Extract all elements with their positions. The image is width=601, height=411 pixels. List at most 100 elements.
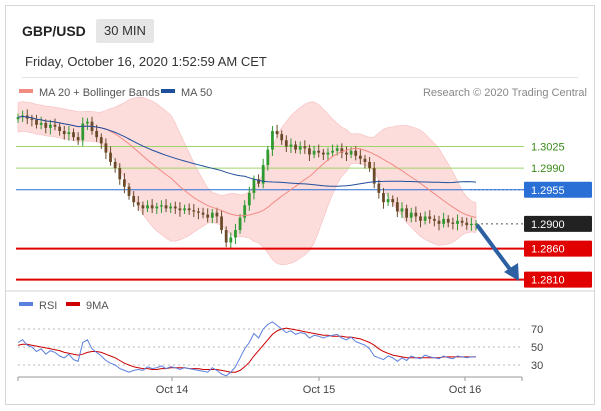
candle (35, 114, 38, 129)
candle (271, 126, 274, 157)
candle (465, 217, 469, 230)
candle-body (372, 168, 376, 184)
candle (220, 210, 223, 234)
candle-body (308, 148, 311, 155)
candle-body (340, 148, 344, 153)
candle (44, 119, 48, 134)
candle-body (391, 199, 395, 203)
timeframe-badge[interactable]: 30 MIN (96, 19, 154, 43)
candle-body (442, 218, 446, 224)
candle (321, 148, 325, 161)
candle (30, 114, 34, 127)
price-label-1.2810: 1.2810 (524, 271, 592, 288)
ma9-legend-swatch (66, 302, 80, 306)
candle-body (58, 126, 62, 131)
candle (136, 196, 140, 211)
candle-body (382, 192, 385, 203)
candle (183, 204, 186, 214)
candle (178, 202, 182, 217)
candle-body (326, 152, 330, 155)
candle (363, 155, 367, 169)
candle-body (229, 237, 233, 243)
rsi-tick-label: 30 (531, 360, 543, 372)
candle-body (331, 150, 334, 153)
candle (72, 128, 75, 141)
candle-body (201, 212, 205, 215)
candle (432, 215, 436, 227)
candle (146, 200, 149, 213)
x-tick-label: Oct 15 (303, 384, 335, 396)
candle (48, 119, 52, 135)
candle (308, 144, 311, 162)
candle-body (99, 137, 103, 144)
candle (289, 138, 293, 153)
candle-body (187, 208, 191, 211)
price-label-value: 1.2810 (531, 275, 565, 287)
candle-body (136, 202, 140, 206)
candle (95, 124, 99, 142)
candle-body (446, 218, 450, 223)
candle-body (280, 134, 284, 141)
x-tick-label: Oct 14 (156, 384, 188, 396)
candle-body (321, 152, 325, 155)
candle-body (160, 205, 163, 207)
rsi-line (17, 321, 476, 377)
candle-body (284, 140, 288, 147)
rsi-legend-label: RSI (39, 300, 57, 312)
candle (377, 179, 381, 199)
price-label-value: 1.3025 (531, 141, 565, 153)
candle (160, 200, 163, 214)
chart-widget: GBP/USD 30 MIN Friday, October 16, 2020 … (5, 5, 595, 405)
candle-body (317, 150, 321, 153)
candle (400, 202, 404, 218)
price-label-box (524, 215, 592, 232)
candle-body (192, 210, 196, 212)
candle (123, 173, 126, 194)
candle (405, 204, 408, 222)
candle (192, 204, 196, 218)
candle (372, 161, 376, 189)
candle-body (118, 168, 122, 180)
candle-body (95, 130, 99, 138)
candle (104, 138, 108, 160)
candle (76, 132, 80, 145)
candle-body (164, 205, 168, 209)
candle-body (423, 216, 427, 221)
candle-body (460, 220, 464, 223)
rsi-legend: RSI 9MA (19, 300, 109, 312)
candle (229, 232, 233, 249)
candle-body (48, 124, 52, 128)
candle (155, 202, 159, 214)
price-label-value: 1.2860 (531, 244, 565, 256)
candle (437, 215, 441, 231)
candle (238, 213, 242, 234)
candle-body (395, 202, 399, 212)
candle (109, 146, 112, 166)
candle-body (409, 212, 413, 218)
candle-body (132, 196, 136, 203)
candle (345, 146, 348, 162)
price-label-box (524, 271, 592, 288)
projection-arrow (475, 223, 519, 281)
candle-body (247, 192, 251, 206)
candle-body (53, 124, 57, 127)
candle-body (345, 152, 348, 155)
candle (127, 182, 131, 200)
price-levels (16, 189, 524, 281)
candle-body (437, 220, 441, 224)
candle (423, 211, 427, 225)
candle-body (358, 155, 362, 159)
candle (312, 145, 316, 159)
candle-body (289, 144, 293, 147)
candle (358, 149, 362, 165)
candle-body (220, 216, 223, 231)
candle-body (30, 118, 34, 120)
candle (391, 195, 395, 207)
rsi-tick-label: 70 (531, 324, 543, 336)
candle (67, 126, 71, 141)
candle (382, 187, 385, 209)
candle-body (234, 230, 237, 238)
candle (317, 144, 321, 158)
candle (150, 199, 154, 214)
